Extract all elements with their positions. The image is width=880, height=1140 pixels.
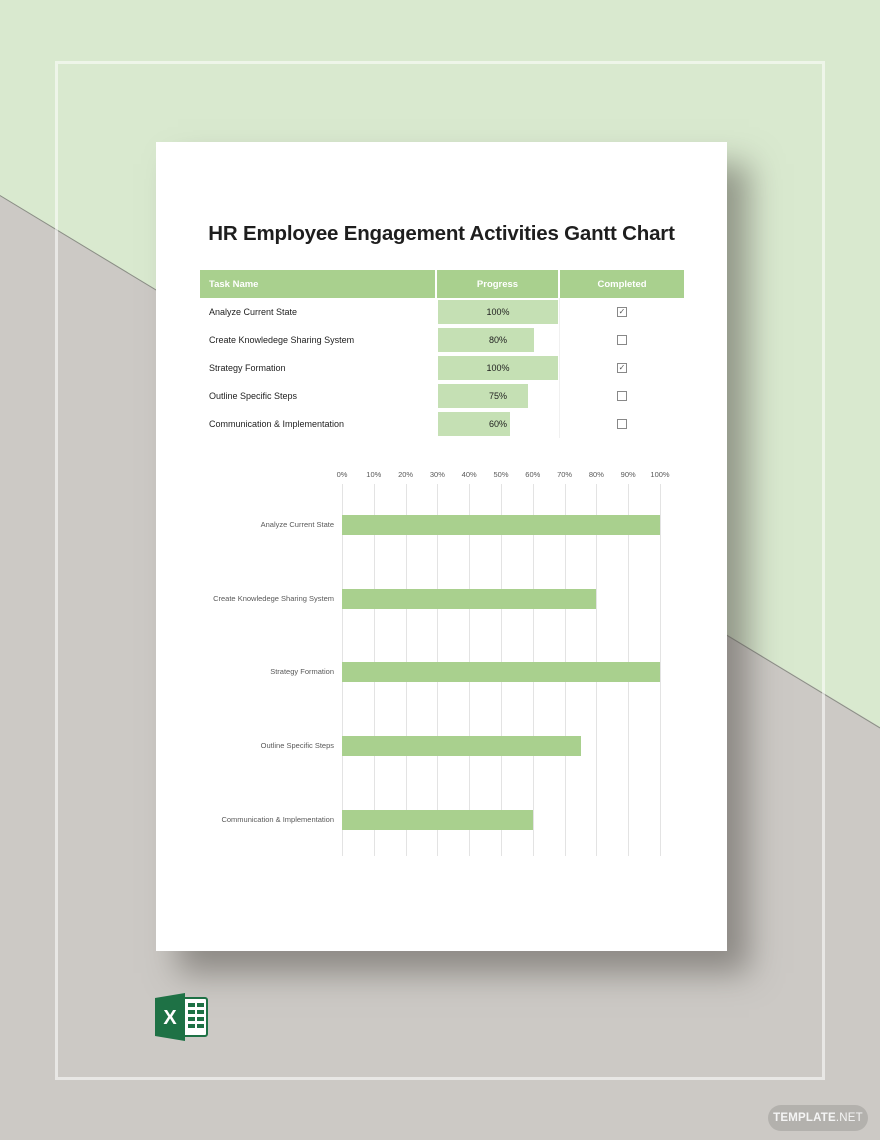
x-tick-label: 10% (366, 470, 382, 479)
progress-value: 100% (486, 307, 510, 317)
chart-category-label: Outline Specific Steps (260, 741, 334, 751)
chart-category-label: Create Knowledege Sharing System (213, 593, 334, 603)
task-name-cell: Analyze Current State (209, 307, 298, 317)
gantt-chart: 0% 10% 20% 30% 40% 50% 60% 70% 80% 90% 100% Analyze… (156, 462, 727, 862)
x-tick-label: 0% (336, 470, 348, 479)
task-name-cell: Communication & Implementation (209, 419, 345, 429)
progress-value: 100% (486, 363, 510, 373)
completed-checkbox[interactable]: ✓ (617, 363, 627, 373)
header-task-name: Task Name (200, 270, 437, 298)
completed-checkbox[interactable] (617, 419, 627, 429)
table-header: Task Name Progress Completed (200, 270, 684, 298)
progress-value: 75% (488, 391, 507, 401)
badge-domain-text: .NET (835, 1112, 863, 1124)
chart-category-label: Communication & Implementation (221, 814, 334, 824)
chart-category-label: Analyze Current State (260, 520, 334, 529)
x-tick-label: 90% (620, 470, 636, 479)
chart-bar (342, 736, 581, 757)
progress-cell: 80% (437, 326, 560, 354)
progress-cell: 100% (437, 354, 560, 382)
template-net-badge[interactable]: TEMPLATE .NET (768, 1105, 868, 1131)
header-progress: Progress (437, 270, 560, 298)
x-tick-label: 60% (525, 470, 541, 479)
progress-cell: 60% (437, 410, 560, 438)
completed-cell (560, 410, 684, 438)
x-tick-label: 50% (493, 470, 509, 479)
x-tick-label: 80% (588, 470, 604, 479)
chart-bar (342, 809, 533, 830)
x-tick-label: 100% (650, 470, 670, 479)
x-tick-label: 70% (557, 470, 573, 479)
completed-cell (560, 326, 684, 354)
gridline (660, 484, 661, 856)
completed-cell (560, 382, 684, 410)
table-row: Strategy Formation 100% ✓ (200, 354, 684, 382)
progress-value: 60% (488, 419, 507, 429)
x-tick-label: 40% (461, 470, 477, 479)
completed-cell: ✓ (560, 298, 684, 326)
x-tick-label: 20% (398, 470, 414, 479)
x-tick-label: 30% (429, 470, 445, 479)
header-completed: Completed (597, 278, 647, 290)
progress-cell: 100% (437, 298, 560, 326)
task-name-cell: Strategy Formation (209, 363, 286, 373)
progress-bar (438, 328, 534, 352)
progress-bar (438, 384, 528, 408)
table-row: Communication & Implementation 60% (200, 410, 684, 438)
completed-checkbox[interactable] (617, 335, 627, 345)
decorative-frame (55, 61, 825, 1080)
completed-checkbox[interactable]: ✓ (617, 307, 627, 317)
excel-icon: X (155, 993, 208, 1041)
chart-bar (342, 662, 660, 683)
completed-cell: ✓ (560, 354, 684, 382)
table-row: Outline Specific Steps 75% (200, 382, 684, 410)
progress-cell: 75% (437, 382, 560, 410)
page-title: HR Employee Engagement Activities Gantt … (208, 222, 675, 245)
progress-value: 80% (488, 335, 507, 345)
document-page: HR Employee Engagement Activities Gantt … (156, 142, 727, 951)
task-name-cell: Outline Specific Steps (209, 391, 298, 401)
chart-bar (342, 588, 597, 609)
task-table: Task Name Progress Completed Analyze Cur… (200, 270, 684, 438)
svg-text:X: X (163, 1007, 177, 1029)
table-row: Create Knowledege Sharing System 80% (200, 326, 684, 354)
progress-bar (438, 300, 558, 324)
task-name-cell: Create Knowledege Sharing System (209, 335, 355, 345)
chart-category-label: Strategy Formation (270, 667, 334, 677)
badge-brand-text: TEMPLATE (773, 1112, 836, 1124)
completed-checkbox[interactable] (617, 391, 627, 401)
table-row: Analyze Current State 100% ✓ (200, 298, 684, 326)
progress-bar (438, 412, 510, 436)
progress-bar (438, 356, 558, 380)
chart-bar (342, 515, 660, 535)
